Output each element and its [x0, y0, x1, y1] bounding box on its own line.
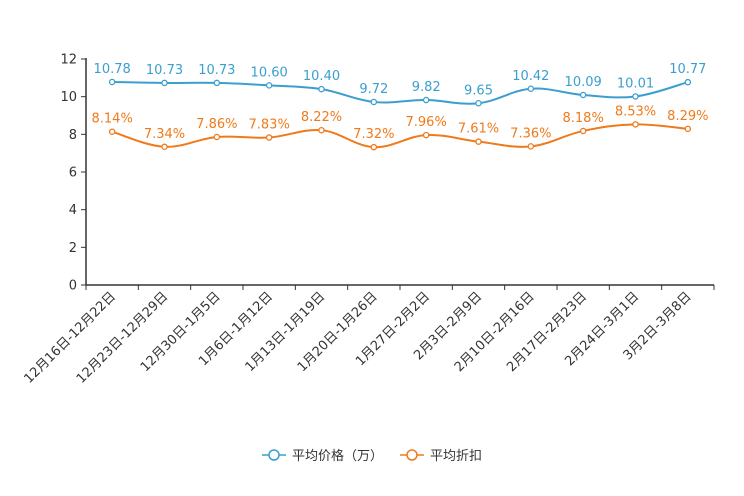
- data-point[interactable]: [265, 134, 273, 141]
- data-label: 10.73: [198, 63, 235, 78]
- y-tick-label: 0: [69, 279, 77, 294]
- y-tick-label: 8: [69, 128, 77, 143]
- data-label: 10.73: [146, 63, 183, 78]
- data-label: 8.53%: [615, 104, 656, 119]
- data-point[interactable]: [161, 143, 168, 151]
- data-point[interactable]: [213, 133, 221, 141]
- data-label: 10.77: [669, 62, 706, 77]
- data-label: 10.60: [251, 65, 288, 80]
- data-point[interactable]: [265, 82, 273, 89]
- legend-marker-2[interactable]: [406, 449, 418, 461]
- data-point[interactable]: [422, 96, 430, 104]
- data-label: 10.01: [617, 76, 654, 91]
- data-label: 10.42: [512, 69, 549, 84]
- y-tick-label: 2: [69, 241, 77, 256]
- data-point[interactable]: [318, 85, 325, 93]
- data-label: 7.36%: [510, 126, 551, 141]
- data-point[interactable]: [422, 131, 430, 139]
- data-point[interactable]: [108, 78, 116, 86]
- data-point[interactable]: [527, 85, 535, 93]
- legend-marker-1[interactable]: [268, 449, 280, 461]
- series-line-2: [111, 123, 688, 149]
- data-point[interactable]: [632, 93, 639, 100]
- y-tick-label: 6: [69, 166, 77, 181]
- data-point[interactable]: [370, 143, 378, 151]
- series-line-1: [112, 80, 689, 105]
- data-label: 7.86%: [196, 117, 237, 132]
- data-label: 10.78: [94, 62, 131, 77]
- data-point[interactable]: [161, 79, 168, 87]
- data-point[interactable]: [527, 143, 535, 150]
- data-point[interactable]: [213, 79, 221, 87]
- data-label: 7.34%: [144, 127, 185, 142]
- data-label: 7.61%: [458, 122, 499, 137]
- data-label: 8.22%: [301, 110, 342, 125]
- data-point[interactable]: [475, 100, 482, 107]
- data-point[interactable]: [579, 91, 587, 99]
- data-label: 9.72: [359, 82, 388, 97]
- y-tick-label: 4: [69, 203, 77, 218]
- data-label: 9.82: [412, 80, 441, 95]
- x-tick-label: 12月16日-12月22日: [22, 289, 119, 386]
- legend-label-2[interactable]: 平均折扣: [430, 449, 482, 464]
- data-point[interactable]: [370, 98, 378, 106]
- data-label: 7.96%: [406, 115, 447, 130]
- data-label: 7.32%: [353, 127, 394, 142]
- data-label: 8.18%: [563, 111, 604, 126]
- x-tick-label: 12月23日-12月29日: [74, 289, 171, 386]
- data-point[interactable]: [318, 126, 325, 134]
- y-tick-label: 12: [60, 53, 77, 68]
- legend-label-1[interactable]: 平均价格（万）: [292, 448, 383, 464]
- data-point[interactable]: [475, 138, 482, 145]
- data-label: 9.65: [464, 83, 493, 98]
- data-label: 7.83%: [249, 118, 290, 133]
- data-label: 8.14%: [92, 112, 133, 127]
- data-point[interactable]: [579, 127, 587, 135]
- data-point[interactable]: [684, 78, 692, 86]
- data-label: 10.09: [565, 75, 602, 90]
- data-label: 10.40: [303, 69, 340, 84]
- y-tick-label: 10: [60, 90, 77, 105]
- data-point[interactable]: [632, 121, 639, 128]
- data-point[interactable]: [684, 125, 692, 133]
- data-point[interactable]: [108, 128, 116, 135]
- data-label: 8.29%: [667, 109, 708, 124]
